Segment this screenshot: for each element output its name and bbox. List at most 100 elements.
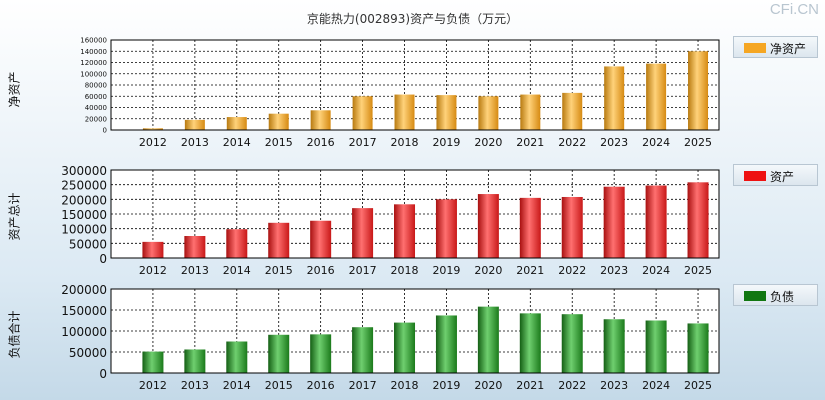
net-assets-bar-2024	[646, 63, 667, 130]
total-assets-bar-2017	[352, 208, 374, 258]
net-assets-ytick-label: 40000	[85, 104, 107, 112]
total-assets-xtick-label: 2018	[391, 264, 419, 277]
net-assets-xtick-label: 2019	[432, 136, 460, 149]
total-assets-bar-2018	[394, 204, 416, 258]
total-liabilities-bar-2023	[603, 319, 625, 373]
total-assets-bar-2022	[561, 196, 583, 258]
net-assets-bar-2021	[520, 94, 541, 130]
net-assets-bar-2022	[562, 92, 583, 130]
total-assets-plot-frame	[110, 169, 720, 259]
total-assets-bar-2014	[226, 229, 248, 258]
total-liabilities-xtick-label: 2014	[223, 379, 251, 392]
total-liabilities-bar-2024	[645, 320, 667, 373]
total-assets-xtick-label: 2024	[642, 264, 670, 277]
total-assets-xtick-label: 2022	[558, 264, 586, 277]
total-assets-ytick-label: 300000	[61, 164, 107, 178]
net-assets-xtick-label: 2016	[307, 136, 335, 149]
net-assets-ytick-label: 140000	[80, 48, 107, 56]
total-assets-xtick-label: 2013	[181, 264, 209, 277]
net-assets-bar-2023	[604, 66, 625, 130]
net-assets-xtick-label: 2025	[684, 136, 712, 149]
chart-title: 京能热力(002893)资产与负债（万元）	[306, 12, 519, 26]
net-assets-xtick-label: 2022	[558, 136, 586, 149]
total-liabilities-bar-2017	[352, 327, 374, 373]
total-liabilities-bar-2016	[310, 334, 332, 373]
total-assets-ytick-label: 0	[99, 252, 107, 266]
total-liabilities-bar-2012	[142, 351, 164, 373]
net-assets-ytick-label: 20000	[85, 115, 107, 123]
net-assets-ytick-label: 100000	[80, 70, 107, 78]
total-liabilities-xtick-label: 2022	[558, 379, 586, 392]
net-assets-bar-2016	[310, 110, 331, 130]
total-assets-bar-2012	[142, 241, 164, 258]
total-liabilities-bar-2020	[477, 306, 499, 373]
total-liabilities-bar-2019	[435, 315, 457, 373]
legend-label-total-assets: 资产	[770, 170, 795, 184]
total-liabilities-xtick-label: 2018	[391, 379, 419, 392]
total-assets-ytick-label: 250000	[61, 179, 107, 193]
total-liabilities-xtick-label: 2019	[432, 379, 460, 392]
total-assets-xtick-label: 2023	[600, 264, 628, 277]
net-assets-xtick-label: 2012	[139, 136, 167, 149]
net-assets-bar-2020	[478, 96, 499, 130]
net-assets-ytick-label: 120000	[80, 59, 107, 67]
total-liabilities-bar-2021	[519, 313, 541, 373]
net-assets-xtick-label: 2015	[265, 136, 293, 149]
net-assets-ytick-label: 60000	[85, 93, 107, 101]
total-liabilities-xtick-label: 2016	[307, 379, 335, 392]
total-liabilities-xtick-label: 2024	[642, 379, 670, 392]
total-liabilities-xtick-label: 2015	[265, 379, 293, 392]
net-assets-bar-2015	[268, 113, 289, 130]
total-liabilities-xtick-label: 2023	[600, 379, 628, 392]
net-assets-xtick-label: 2024	[642, 136, 670, 149]
total-assets-xtick-label: 2017	[349, 264, 377, 277]
net-assets-bar-2019	[436, 95, 457, 130]
net-assets-ytick-label: 160000	[80, 37, 107, 45]
legend-label-net-assets: 净资产	[770, 42, 807, 56]
total-assets-ytick-label: 150000	[61, 208, 107, 222]
total-assets-bar-2013	[184, 236, 206, 258]
net-assets-ytick-label: 0	[103, 127, 107, 135]
total-assets-xtick-label: 2021	[516, 264, 544, 277]
legend-net-assets: 净资产	[733, 36, 818, 58]
net-assets-xtick-label: 2023	[600, 136, 628, 149]
total-liabilities-xtick-label: 2012	[139, 379, 167, 392]
total-assets-xtick-label: 2019	[432, 264, 460, 277]
total-liabilities-xtick-label: 2021	[516, 379, 544, 392]
total-liabilities-ytick-label: 200000	[61, 283, 107, 297]
total-assets-bar-2019	[435, 199, 457, 258]
total-liabilities-ytick-label: 50000	[69, 346, 107, 360]
total-liabilities-bar-2025	[687, 323, 709, 373]
total-assets-bar-2020	[477, 194, 499, 258]
net-assets-xtick-label: 2017	[349, 136, 377, 149]
total-assets-bar-2016	[310, 220, 332, 258]
total-liabilities-bar-2013	[184, 349, 206, 373]
legend-label-total-liabilities: 负债	[770, 290, 795, 304]
legend-swatch-total-liabilities	[744, 291, 766, 301]
legend-total-assets: 资产	[733, 164, 818, 186]
net-assets-xtick-label: 2021	[516, 136, 544, 149]
legend-swatch-net-assets	[744, 43, 766, 53]
net-assets-bar-2025	[688, 51, 709, 130]
total-liabilities-ytick-label: 100000	[61, 325, 107, 339]
total-assets-bar-2024	[645, 185, 667, 258]
net-assets-xtick-label: 2018	[391, 136, 419, 149]
total-assets-xtick-label: 2015	[265, 264, 293, 277]
total-liabilities-bar-2022	[561, 314, 583, 373]
net-assets-bar-2018	[394, 94, 415, 130]
total-liabilities-xtick-label: 2017	[349, 379, 377, 392]
total-liabilities-ytick-label: 0	[99, 367, 107, 381]
total-liabilities-plot-frame	[110, 288, 720, 374]
total-assets-xtick-label: 2014	[223, 264, 251, 277]
total-assets-ytick-label: 100000	[61, 223, 107, 237]
watermark: CFi.CN	[769, 1, 819, 18]
net-assets-xtick-label: 2020	[474, 136, 502, 149]
total-assets-bar-2015	[268, 222, 290, 258]
net-assets-xtick-label: 2013	[181, 136, 209, 149]
legend-total-liabilities: 负债	[733, 284, 818, 306]
total-liabilities-bar-2015	[268, 334, 290, 373]
total-liabilities-bar-2014	[226, 341, 248, 373]
total-liabilities-xtick-label: 2013	[181, 379, 209, 392]
net-assets-bar-2013	[184, 119, 205, 130]
total-assets-ytick-label: 50000	[69, 237, 107, 251]
